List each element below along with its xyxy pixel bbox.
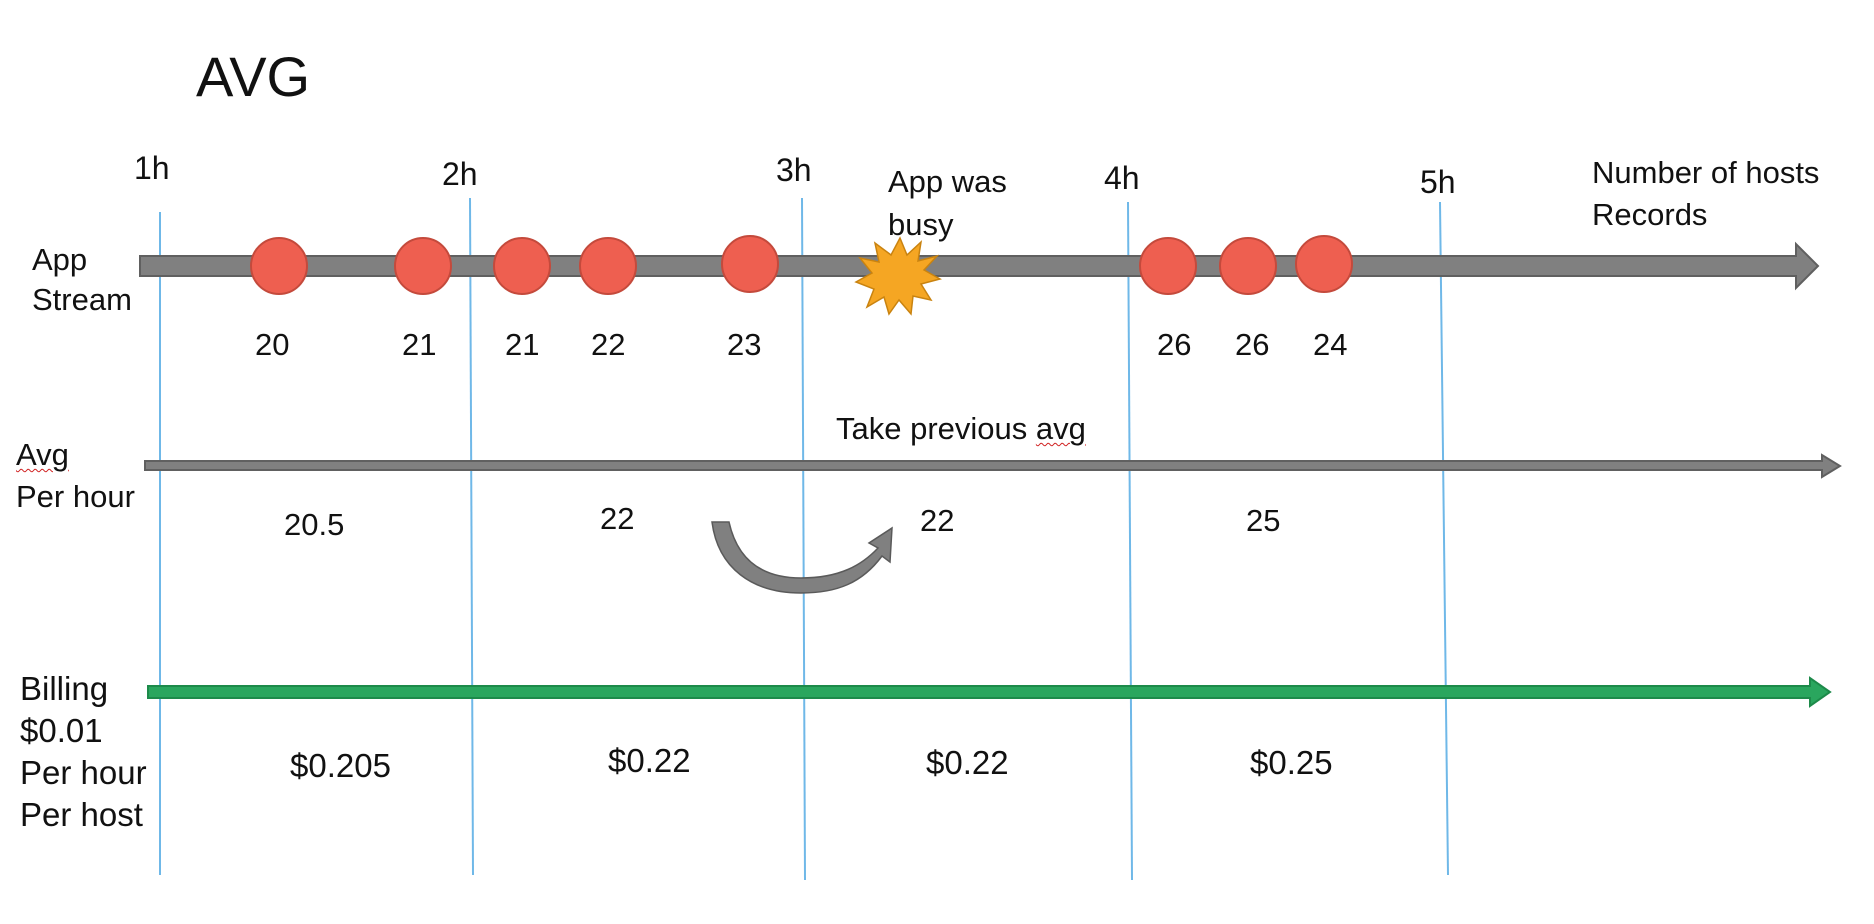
number-of-hosts-label: Number of hosts <box>1592 155 1820 190</box>
record-value: 20 <box>255 327 290 362</box>
record-dot <box>394 237 452 295</box>
busy-note-line1: App was <box>888 164 1007 199</box>
hour-line-3h <box>801 197 806 881</box>
avg-value: 22 <box>920 503 955 538</box>
avg-arrow <box>144 453 1842 479</box>
app-stream-label: App Stream <box>32 242 132 317</box>
record-value: 26 <box>1235 327 1270 362</box>
record-value: 21 <box>402 327 437 362</box>
record-value: 23 <box>727 327 762 362</box>
hour-label-5h: 5h <box>1420 164 1456 200</box>
hour-label-2h: 2h <box>442 156 478 192</box>
hour-label-1h: 1h <box>134 150 170 186</box>
take-previous-text: Take previous <box>836 411 1036 446</box>
avg-label-rest: Per hour <box>16 479 135 514</box>
avg-word: Avg <box>16 437 69 472</box>
page-title: AVG <box>196 45 311 108</box>
record-dot <box>250 237 308 295</box>
burst-star-icon <box>854 236 942 316</box>
records-label: Records <box>1592 197 1708 232</box>
record-dots <box>250 235 1353 295</box>
record-dot <box>1295 235 1353 293</box>
record-dot <box>721 235 779 293</box>
record-value: 24 <box>1313 327 1348 362</box>
billing-value: $0.22 <box>608 742 691 779</box>
billing-arrow <box>147 676 1832 708</box>
app-stream-arrow <box>139 241 1820 291</box>
hour-line-5h <box>1439 201 1449 876</box>
hour-line-4h <box>1127 201 1133 881</box>
avg-value: 22 <box>600 501 635 536</box>
hour-lines <box>159 197 1449 881</box>
hour-line-2h <box>469 197 474 876</box>
billing-value: $0.22 <box>926 744 1009 781</box>
take-previous-avg-word: avg <box>1035 411 1086 446</box>
record-dot <box>1219 237 1277 295</box>
record-value: 26 <box>1157 327 1192 362</box>
hour-label-4h: 4h <box>1104 160 1140 196</box>
hour-label-3h: 3h <box>776 152 812 188</box>
billing-value: $0.25 <box>1250 744 1333 781</box>
record-value: 21 <box>505 327 540 362</box>
take-previous-avg-note: Take previous avg <box>836 410 1086 449</box>
busy-note-line2: busy <box>888 207 954 242</box>
billing-label: Billing $0.01 Per hour Per host <box>20 670 147 833</box>
billing-value: $0.205 <box>290 747 391 784</box>
record-value: 22 <box>591 327 626 362</box>
curved-arrow-icon <box>711 521 893 594</box>
avg-value: 20.5 <box>284 507 345 542</box>
avg-label-word: Avg <box>16 436 69 475</box>
record-dot <box>493 237 551 295</box>
record-dot <box>1139 237 1197 295</box>
avg-value: 25 <box>1246 503 1281 538</box>
record-dot <box>579 237 637 295</box>
